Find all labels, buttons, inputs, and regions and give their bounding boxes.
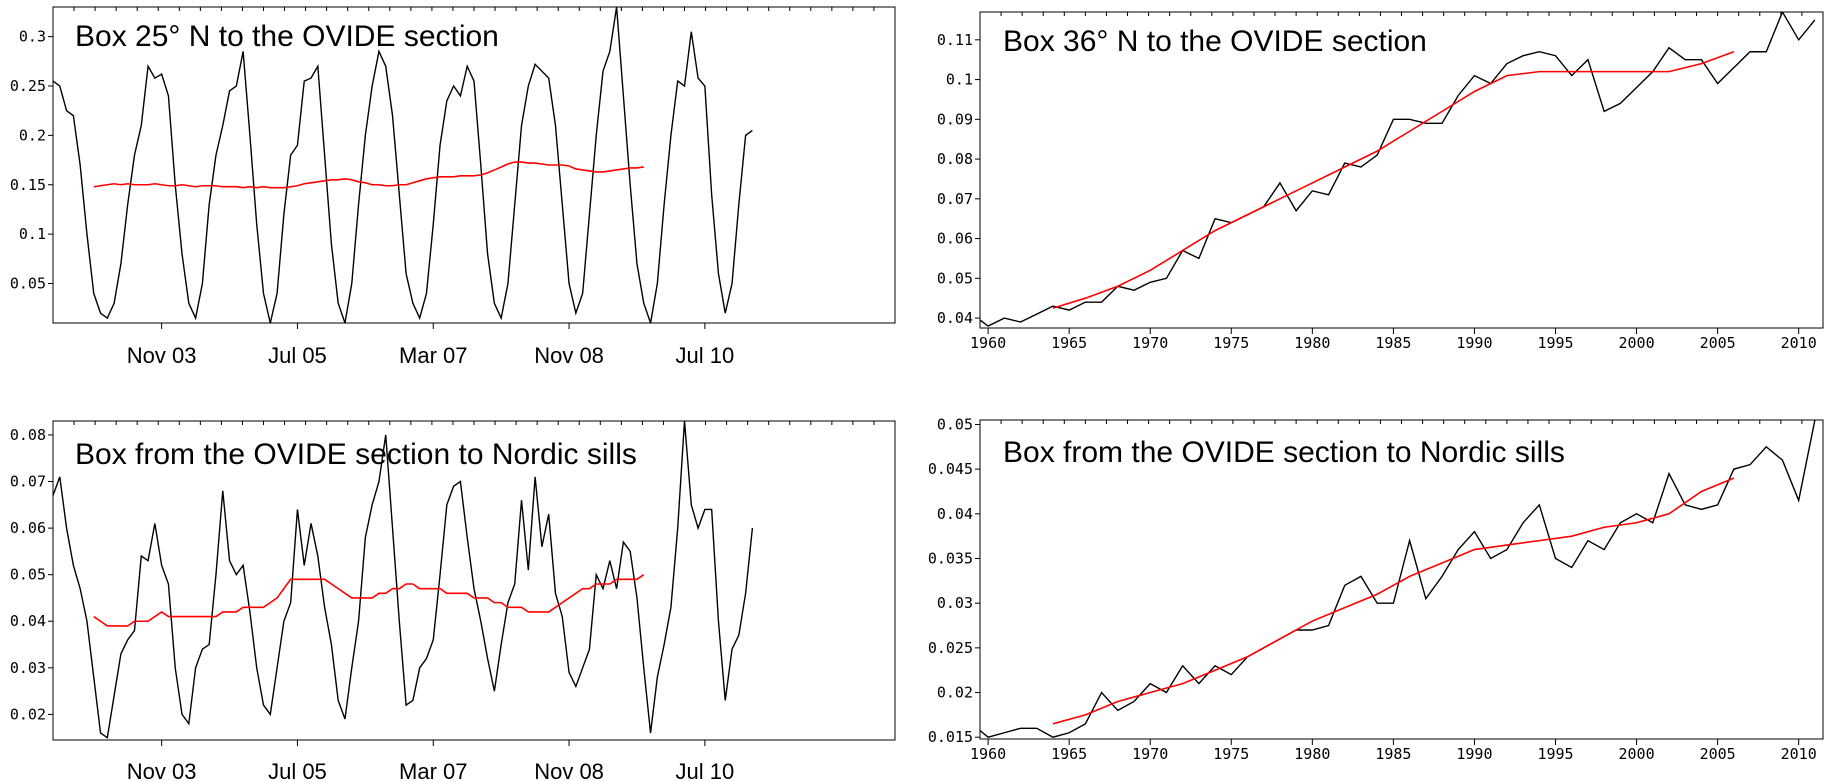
x-tick-label: Mar 07 xyxy=(399,343,467,368)
y-tick-label: 0.06 xyxy=(10,519,46,537)
y-tick-label: 0.11 xyxy=(937,31,973,49)
y-tick-label: 0.04 xyxy=(937,505,973,523)
x-tick-label: Nov 08 xyxy=(534,759,604,781)
x-tick-label: 1965 xyxy=(1051,334,1087,352)
x-tick-label: 2010 xyxy=(1781,334,1817,352)
y-tick-label: 0.02 xyxy=(937,684,973,702)
y-tick-label: 0.07 xyxy=(937,190,973,208)
y-tick-label: 0.05 xyxy=(10,566,46,584)
x-tick-label: 1970 xyxy=(1132,334,1168,352)
x-tick-label: Jul 10 xyxy=(676,343,735,368)
x-tick-label: 1980 xyxy=(1294,745,1330,763)
series-line-running-mean xyxy=(93,574,645,627)
y-tick-label: 0.25 xyxy=(10,77,46,95)
y-tick-label: 0.06 xyxy=(937,230,973,248)
x-tick-label: Jul 05 xyxy=(268,343,327,368)
y-tick-label: 0.08 xyxy=(937,150,973,168)
chart-title: Box 36° N to the OVIDE section xyxy=(1003,25,1427,58)
x-tick-label: Nov 08 xyxy=(534,343,604,368)
x-tick-label: 2005 xyxy=(1700,334,1736,352)
y-tick-label: 0.05 xyxy=(10,275,46,293)
y-tick-label: 0.045 xyxy=(928,460,973,478)
x-tick-label: Nov 03 xyxy=(127,343,197,368)
y-tick-label: 0.3 xyxy=(19,28,46,46)
x-tick-label: 2010 xyxy=(1781,745,1817,763)
panel-annual-ovide-nordic: 0.015 0.02 0.025 0.03 0.035 0.04 0.045 0.05 1960… xyxy=(928,415,1824,763)
y-tick-label: 0.05 xyxy=(937,269,973,287)
y-tick-label: 0.015 xyxy=(928,728,973,746)
x-tick-label: 1980 xyxy=(1294,334,1330,352)
panel-monthly-ovide-nordic: 0.02 0.03 0.04 0.05 0.06 0.07 0.08 Nov 03 Jul 05… xyxy=(10,420,896,781)
chart-title: Box from the OVIDE section to Nordic sil… xyxy=(1003,436,1565,469)
y-tick-label: 0.08 xyxy=(10,426,46,444)
x-tick-label: 1960 xyxy=(970,334,1006,352)
y-tick-label: 0.1 xyxy=(19,225,46,243)
x-tick-label: 1995 xyxy=(1537,745,1573,763)
y-tick-label: 0.05 xyxy=(937,415,973,433)
y-tick-label: 0.025 xyxy=(928,639,973,657)
y-tick-label: 0.04 xyxy=(937,309,973,327)
x-tick-label: 1985 xyxy=(1375,745,1411,763)
x-tick-label: 1985 xyxy=(1375,334,1411,352)
series-line-running-mean xyxy=(1052,477,1735,725)
x-tick-label: 1970 xyxy=(1132,745,1168,763)
x-tick-label: 2000 xyxy=(1619,745,1655,763)
panel-monthly-25n-ovide: 0.05 0.1 0.15 0.2 0.25 0.3 Nov 03 Jul 05 Mar 07 N… xyxy=(10,6,896,368)
x-tick-label: 1960 xyxy=(970,745,1006,763)
plot-frame xyxy=(52,6,896,324)
x-tick-label: 2005 xyxy=(1700,745,1736,763)
y-tick-label: 0.04 xyxy=(10,612,46,630)
y-tick-label: 0.15 xyxy=(10,176,46,194)
x-tick-label: 1990 xyxy=(1456,334,1492,352)
x-tick-label: 2000 xyxy=(1619,334,1655,352)
series-line-running-mean xyxy=(93,161,644,189)
y-tick-label: 0.035 xyxy=(928,550,973,568)
x-tick-label: 1995 xyxy=(1537,334,1573,352)
y-tick-label: 0.03 xyxy=(937,594,973,612)
series-line-running-mean xyxy=(1052,50,1735,309)
y-tick-label: 0.02 xyxy=(10,705,46,723)
y-tick-label: 0.07 xyxy=(10,473,46,491)
chart-title: Box from the OVIDE section to Nordic sil… xyxy=(75,438,637,471)
x-tick-label: 1965 xyxy=(1051,745,1087,763)
x-tick-label: Nov 03 xyxy=(127,759,197,781)
series-line-data xyxy=(53,7,753,323)
panel-annual-36n-ovide: 0.04 0.05 0.06 0.07 0.08 0.09 0.1 0.11 1960 1965 1… xyxy=(937,11,1824,352)
x-tick-label: 1975 xyxy=(1213,334,1249,352)
series-line-data xyxy=(53,421,754,739)
x-tick-label: 1975 xyxy=(1213,745,1249,763)
x-tick-label: Mar 07 xyxy=(399,759,467,781)
x-tick-label: 1990 xyxy=(1456,745,1492,763)
y-tick-label: 0.2 xyxy=(19,126,46,144)
x-tick-label: Jul 05 xyxy=(268,759,327,781)
y-tick-label: 0.09 xyxy=(937,110,973,128)
y-tick-label: 0.03 xyxy=(10,659,46,677)
x-tick-label: Jul 10 xyxy=(676,759,735,781)
series-line-data xyxy=(980,12,1816,327)
y-tick-label: 0.1 xyxy=(946,71,973,89)
chart-title: Box 25° N to the OVIDE section xyxy=(75,20,499,53)
